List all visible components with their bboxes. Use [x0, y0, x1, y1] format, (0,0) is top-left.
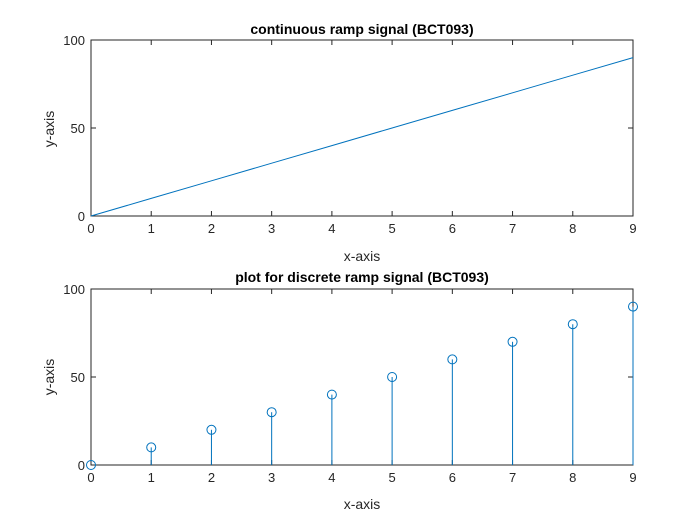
y-tick-label: 0 — [78, 458, 85, 473]
chart-title: continuous ramp signal (BCT093) — [250, 21, 473, 37]
x-tick-label: 1 — [148, 221, 155, 236]
x-tick-label: 9 — [629, 470, 636, 485]
x-tick-label: 2 — [208, 470, 215, 485]
x-tick-label: 3 — [268, 470, 275, 485]
chart-title: plot for discrete ramp signal (BCT093) — [235, 269, 489, 285]
x-tick-label: 0 — [87, 470, 94, 485]
stem-marker — [507, 336, 518, 347]
y-tick-label: 0 — [78, 209, 85, 224]
y-tick-label: 50 — [71, 121, 85, 136]
y-tick-label: 50 — [71, 370, 85, 385]
stem-marker — [387, 372, 398, 382]
x-tick-label: 4 — [328, 470, 335, 485]
x-tick-label: 5 — [388, 470, 395, 485]
y-tick-label: 100 — [63, 282, 85, 297]
axes-box — [90, 39, 634, 217]
discrete-ramp-plot: plot for discrete ramp signal (BCT093) x… — [41, 269, 638, 512]
ramp-line — [90, 57, 634, 217]
x-tick-label: 8 — [569, 221, 576, 236]
stem-marker — [567, 319, 578, 330]
x-tick-label: 4 — [328, 221, 335, 236]
x-tick-label: 2 — [208, 221, 215, 236]
stem-marker — [447, 354, 458, 365]
continuous-ramp-plot: continuous ramp signal (BCT093) x-axis y… — [41, 21, 637, 264]
stem-marker — [146, 442, 157, 453]
x-tick-label: 7 — [509, 221, 516, 236]
x-tick-label: 6 — [449, 470, 456, 485]
y-tick-label: 100 — [63, 33, 85, 48]
x-tick-label: 3 — [268, 221, 275, 236]
x-tick-label: 7 — [509, 470, 516, 485]
x-tick-label: 5 — [388, 221, 395, 236]
x-tick-label: 1 — [148, 470, 155, 485]
x-axis-label: x-axis — [344, 248, 381, 264]
y-axis-label: y-axis — [41, 359, 57, 396]
stem-marker — [86, 460, 96, 470]
stem-marker — [628, 301, 638, 312]
stem-marker — [326, 389, 337, 400]
stem-marker — [206, 424, 217, 435]
x-axis-label: x-axis — [344, 496, 381, 512]
stem-marker — [266, 407, 277, 418]
x-tick-label: 0 — [87, 221, 94, 236]
x-tick-label: 8 — [569, 470, 576, 485]
x-tick-label: 9 — [629, 221, 636, 236]
x-tick-label: 6 — [449, 221, 456, 236]
y-axis-label: y-axis — [41, 111, 57, 148]
axes-box — [90, 288, 634, 466]
